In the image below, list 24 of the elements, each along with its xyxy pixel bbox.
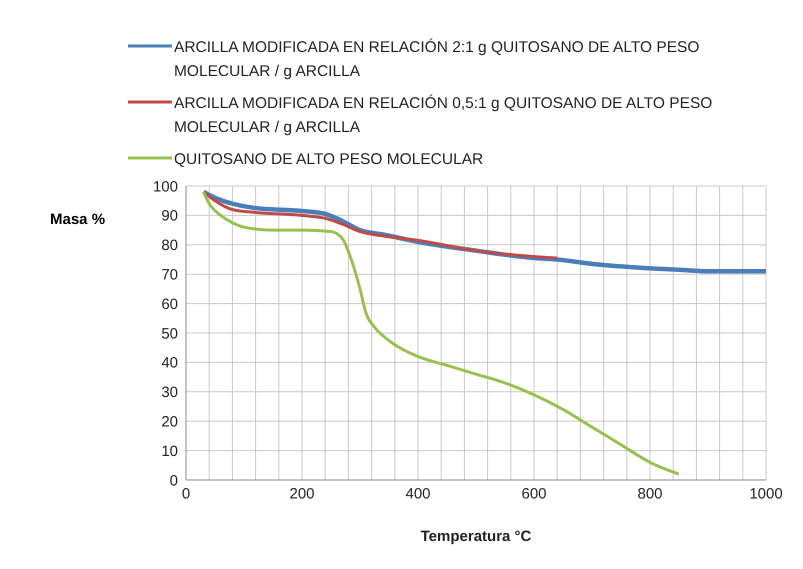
- legend-label: ARCILLA MODIFICADA EN RELACIÓN 0,5:1 g QUITOSANO DE ALTO PESO MOLECULAR / g ARCILLA: [174, 94, 714, 138]
- y-tick-label: 60: [161, 296, 178, 313]
- y-tick-label: 30: [161, 384, 178, 402]
- line-series: [202, 190, 559, 260]
- y-tick-label: 100: [152, 178, 178, 196]
- legend-label: ARCILLA MODIFICADA EN RELACIÓN 2:1 g QUITOSANO DE ALTO PESO MOLECULAR / g ARCILLA: [174, 38, 700, 82]
- x-tick-label: 200: [289, 486, 315, 503]
- x-tick-label: 600: [521, 486, 547, 503]
- x-tick-label: 400: [405, 486, 431, 503]
- x-tick-label: 1000: [749, 486, 783, 503]
- y-tick-label: 90: [161, 208, 178, 225]
- y-tick-label: 50: [161, 325, 178, 342]
- y-tick-label: 40: [161, 354, 178, 372]
- y-tick-label: 70: [161, 266, 178, 284]
- y-axis-title: Masa %: [50, 211, 106, 228]
- y-tick-label: 0: [170, 472, 178, 490]
- legend-label: QUITOSANO DE ALTO PESO MOLECULAR: [174, 150, 484, 170]
- y-tick-label: 20: [161, 414, 178, 431]
- x-tick-label: 0: [182, 486, 190, 503]
- line-series: [202, 190, 680, 476]
- y-tick-label: 80: [161, 237, 178, 254]
- x-tick-label: 800: [637, 486, 663, 503]
- y-tick-label: 10: [161, 442, 178, 460]
- x-axis-title: Temperatura °C: [420, 528, 532, 545]
